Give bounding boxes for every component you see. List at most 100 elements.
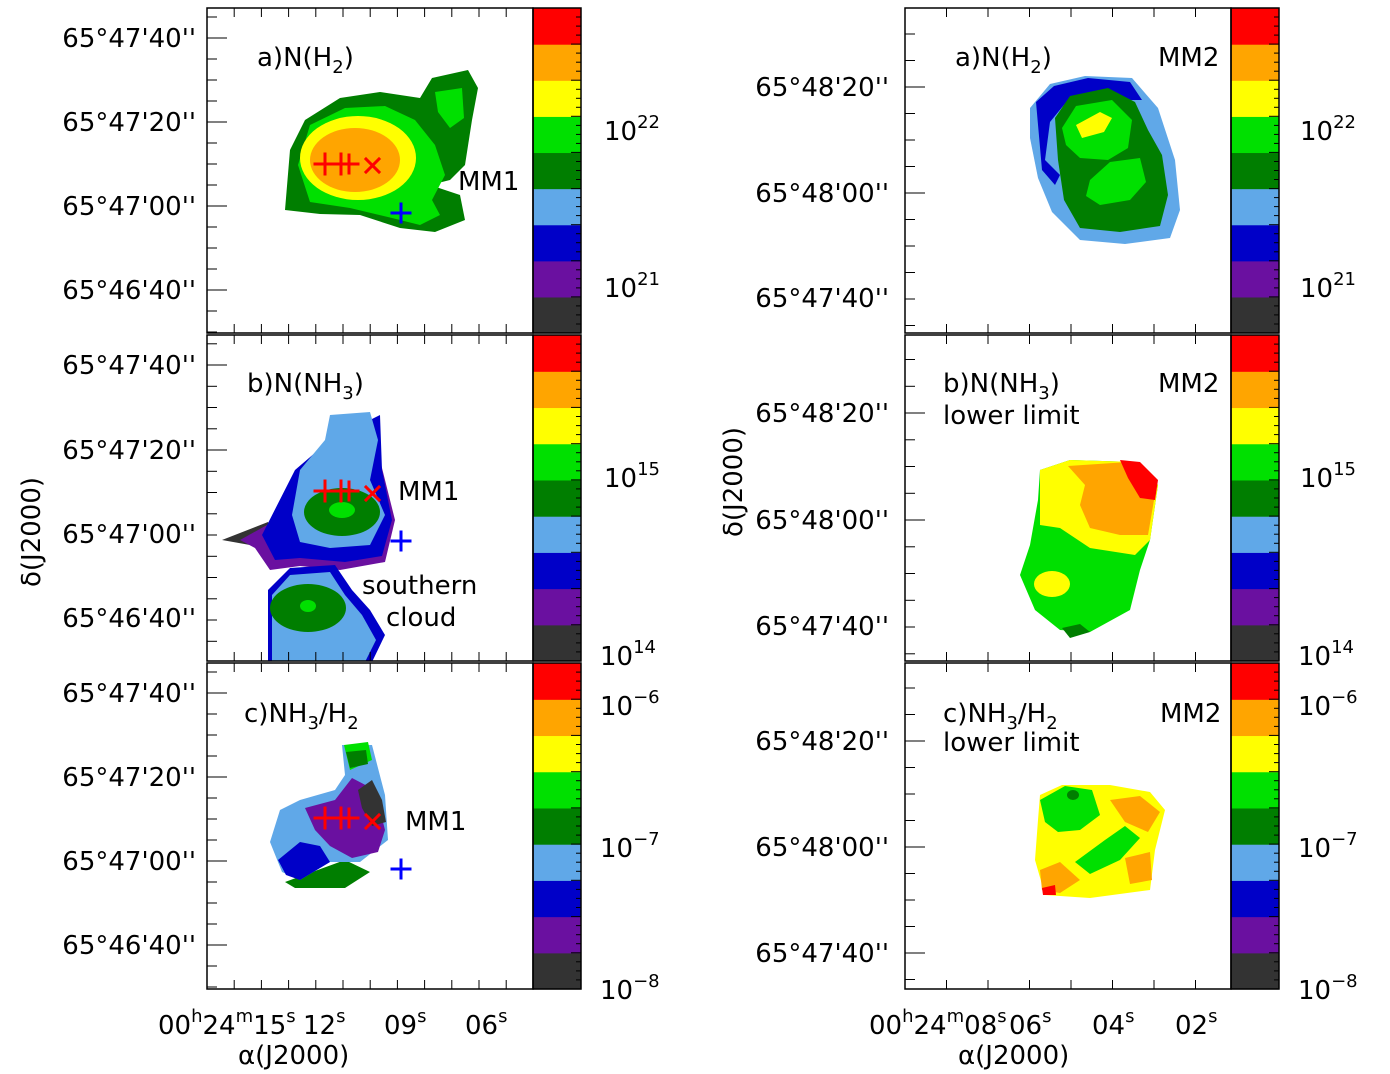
colorbar-4-swatch-1 xyxy=(1231,589,1279,626)
colorbar-5-swatch-7 xyxy=(1231,699,1279,736)
xtick-L-06s: 06s xyxy=(465,1006,507,1041)
colorbar-2-swatch-8 xyxy=(533,663,581,700)
map-R3 xyxy=(1035,785,1165,898)
ytick-L1-3: 65°47'00'' xyxy=(62,192,196,222)
colorbar-1-swatch-5 xyxy=(533,444,581,481)
colorbar-5-swatch-4 xyxy=(1231,808,1279,845)
colorbar-0-swatch-6 xyxy=(533,80,581,117)
cbar-label-row2r-1e15: 1015 xyxy=(1300,459,1356,494)
panel-sublabel-R2: lower limit xyxy=(943,401,1080,431)
colorbar-2-swatch-4 xyxy=(533,808,581,845)
colorbar-4-swatch-4 xyxy=(1231,480,1279,517)
annotation-cloud: cloud xyxy=(386,603,456,633)
xtick-L-09s: 09s xyxy=(384,1006,426,1041)
colorbar-0-swatch-8 xyxy=(533,8,581,45)
xtick-R-02s: 02s xyxy=(1175,1006,1217,1041)
panel-tag-mm2: MM2 xyxy=(1160,699,1221,729)
colorbar-1-swatch-2 xyxy=(533,552,581,589)
annotation-mm1: MM1 xyxy=(458,167,519,197)
colorbar-3-swatch-6 xyxy=(1231,80,1279,117)
ytick-R3-2: 65°48'00'' xyxy=(755,833,889,863)
y-axis-label-left: δ(J2000) xyxy=(17,477,47,587)
ytick-R3-1: 65°48'20'' xyxy=(755,727,889,757)
map-L1 xyxy=(285,70,478,232)
colorbar-4-swatch-7 xyxy=(1231,371,1279,408)
xtick-R-04s: 04s xyxy=(1092,1006,1134,1041)
ytick-R2-2: 65°48'00'' xyxy=(755,506,889,536)
map-R2-level-yellow-blob xyxy=(1034,571,1070,597)
colorbar-5-swatch-6 xyxy=(1231,735,1279,772)
ytick-L1-4: 65°46'40'' xyxy=(62,276,196,306)
colorbar-2-swatch-2 xyxy=(533,880,581,917)
colorbar-0-swatch-0 xyxy=(533,297,581,334)
x-axis-label-left: α(J2000) xyxy=(238,1041,349,1071)
cbar-label-row1-1e22: 1022 xyxy=(604,112,660,147)
colorbar-2-swatch-3 xyxy=(533,844,581,881)
colorbar-5-swatch-3 xyxy=(1231,844,1279,881)
map-R2 xyxy=(1020,460,1158,638)
colorbar-3-swatch-8 xyxy=(1231,8,1279,45)
cbar-label-row1-1e21: 1021 xyxy=(604,269,660,304)
ytick-L1-2: 65°47'20'' xyxy=(62,108,196,138)
colorbar-5-swatch-1 xyxy=(1231,917,1279,954)
annotation-mm1: MM1 xyxy=(405,807,466,837)
panel-tag-mm2: MM2 xyxy=(1158,369,1219,399)
colorbar-0-swatch-3 xyxy=(533,189,581,226)
colorbar-0-swatch-7 xyxy=(533,44,581,81)
panel-label-R1: a)N(H2) xyxy=(955,43,1052,78)
annotation-southern: southern xyxy=(362,571,477,601)
colorbar-0-swatch-5 xyxy=(533,116,581,153)
colorbar-2-swatch-6 xyxy=(533,735,581,772)
colorbar-1-swatch-4 xyxy=(533,480,581,517)
colorbar-3-swatch-3 xyxy=(1231,189,1279,226)
colorbar-1-swatch-0 xyxy=(533,625,581,662)
colorbar-3-swatch-2 xyxy=(1231,225,1279,262)
cbar-label-row3-1e-7: 10−7 xyxy=(600,829,660,864)
ytick-L2-2: 65°47'20'' xyxy=(62,436,196,466)
colorbar-5-swatch-2 xyxy=(1231,880,1279,917)
ytick-R2-1: 65°48'20'' xyxy=(755,399,889,429)
cbar-label-row2-1e15: 1015 xyxy=(604,459,660,494)
ytick-L2-3: 65°47'00'' xyxy=(62,520,196,550)
map-L3 xyxy=(270,742,388,888)
colorbar-4-swatch-2 xyxy=(1231,552,1279,589)
panel-tag-mm2: MM2 xyxy=(1158,43,1219,73)
colorbar-5-swatch-8 xyxy=(1231,663,1279,700)
cbar-label-row2r-1e14: 1014 xyxy=(1298,637,1354,672)
cbar-label-row3r-1e-8: 10−8 xyxy=(1298,971,1358,1006)
colorbar-1-swatch-8 xyxy=(533,335,581,372)
blue-plus-marker xyxy=(392,532,410,550)
colorbar-2-swatch-7 xyxy=(533,699,581,736)
x-axis-label-right: α(J2000) xyxy=(958,1041,1069,1071)
cbar-label-row1r-1e21: 1021 xyxy=(1300,269,1356,304)
map-L2 xyxy=(222,412,395,662)
colorbar-4-swatch-8 xyxy=(1231,335,1279,372)
panel-label-L1: a)N(H2) xyxy=(257,43,354,78)
colorbar-2-swatch-5 xyxy=(533,772,581,809)
colorbar-1-swatch-3 xyxy=(533,516,581,553)
xtick-L-12s: 12s xyxy=(303,1006,345,1041)
ytick-R1-3: 65°47'40'' xyxy=(755,284,889,314)
ytick-L2-4: 65°46'40'' xyxy=(62,604,196,634)
xtick-L-15s: 00h24m15s xyxy=(158,1006,296,1041)
blue-plus-marker xyxy=(392,860,410,878)
colorbar-1-swatch-1 xyxy=(533,589,581,626)
ytick-R1-2: 65°48'00'' xyxy=(755,179,889,209)
colorbar-3-swatch-0 xyxy=(1231,297,1279,334)
xtick-R-06s: 06s xyxy=(1009,1006,1051,1041)
colorbar-1-swatch-6 xyxy=(533,407,581,444)
colorbar-2-swatch-1 xyxy=(533,917,581,954)
colorbar-5-swatch-5 xyxy=(1231,772,1279,809)
ytick-L1-1: 65°47'40'' xyxy=(62,24,196,54)
cbar-label-row2-1e14: 1014 xyxy=(600,637,656,672)
colorbar-3-swatch-7 xyxy=(1231,44,1279,81)
ytick-L3-3: 65°47'00'' xyxy=(62,847,196,877)
cbar-label-row1r-1e22: 1022 xyxy=(1300,112,1356,147)
y-axis-label-right: δ(J2000) xyxy=(719,427,749,537)
colorbar-3-swatch-1 xyxy=(1231,261,1279,298)
ytick-R2-3: 65°47'40'' xyxy=(755,612,889,642)
cbar-label-row3r-1e-6: 10−6 xyxy=(1298,687,1358,722)
annotation-mm1: MM1 xyxy=(398,477,459,507)
colorbar-4-swatch-3 xyxy=(1231,516,1279,553)
map-R1 xyxy=(1030,76,1180,244)
